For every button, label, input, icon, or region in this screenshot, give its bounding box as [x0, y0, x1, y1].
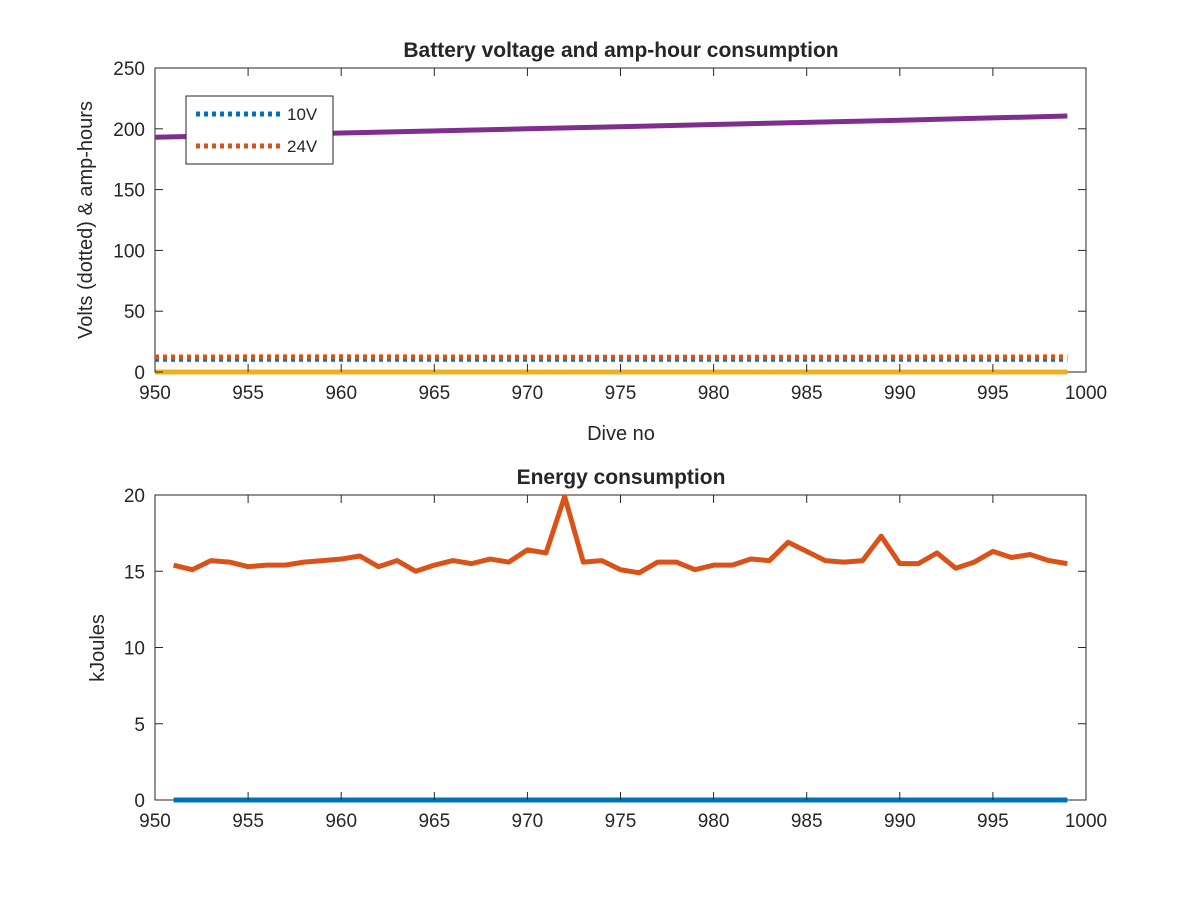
battery-x-tick-label: 965: [418, 383, 450, 404]
battery-y-tick-label: 100: [113, 241, 145, 262]
energy-chart: Energy consumption kJoules 950 955 960 965 9…: [87, 466, 1107, 832]
battery-x-tick-label: 955: [232, 383, 264, 404]
battery-y-tick-label: 50: [124, 302, 145, 323]
energy-x-tick-label: 975: [605, 811, 637, 832]
energy-x-tick-label: 980: [698, 811, 730, 832]
energy-y-tick-label: 20: [124, 486, 145, 507]
battery-x-tick-label: 960: [325, 383, 357, 404]
legend-label-24v: 24V: [287, 137, 318, 156]
energy-series-0-line: [173, 494, 1068, 576]
energy-x-tick-label: 990: [884, 811, 916, 832]
battery-y-tick-label: 0: [134, 363, 145, 384]
energy-x-tick-label: 965: [418, 811, 450, 832]
battery-x-tick-label: 970: [512, 383, 544, 404]
battery-x-tick-label: 950: [139, 383, 171, 404]
energy-y-axis-label: kJoules: [87, 614, 109, 682]
energy-x-tick-label: 960: [325, 811, 357, 832]
battery-y-axis-label: Volts (dotted) & amp-hours: [75, 101, 97, 339]
battery-x-axis-label: Dive no: [587, 423, 655, 445]
energy-plot-area: [154, 494, 1087, 803]
battery-x-tick-label: 980: [698, 383, 730, 404]
energy-x-tick-label: 970: [512, 811, 544, 832]
legend-label-10v: 10V: [287, 105, 318, 124]
energy-x-tick-label: 950: [139, 811, 171, 832]
battery-chart: Battery voltage and amp-hour consumption…: [75, 39, 1107, 445]
battery-chart-title: Battery voltage and amp-hour consumption: [403, 39, 838, 62]
energy-chart-title: Energy consumption: [517, 466, 726, 489]
battery-x-tick-label: 995: [977, 383, 1009, 404]
battery-x-tick-label: 990: [884, 383, 916, 404]
energy-ticks: 950 955 960 965 970 975 980 985 990 995 1000 0 5 10 15…: [124, 486, 1107, 832]
battery-y-tick-label: 250: [113, 59, 145, 80]
energy-axes-box: [154, 494, 1087, 801]
legend-box: [185, 95, 334, 165]
battery-legend: 10V 24V: [185, 95, 334, 165]
energy-y-tick-label: 5: [134, 715, 145, 736]
energy-x-tick-label: 985: [791, 811, 823, 832]
energy-y-tick-label: 15: [124, 562, 145, 583]
energy-x-tick-label: 955: [232, 811, 264, 832]
battery-y-tick-label: 150: [113, 181, 145, 202]
battery-x-tick-label: 1000: [1065, 383, 1107, 404]
battery-x-tick-label: 985: [791, 383, 823, 404]
battery-x-tick-label: 975: [605, 383, 637, 404]
energy-y-tick-label: 10: [124, 639, 145, 660]
battery-y-tick-label: 200: [113, 120, 145, 141]
battery-ticks: 950 955 960 965 970 975 980 985 990 995 1000 0 50 100…: [113, 59, 1107, 404]
energy-x-tick-label: 1000: [1065, 811, 1107, 832]
energy-x-tick-label: 995: [977, 811, 1009, 832]
energy-y-tick-label: 0: [134, 791, 145, 812]
